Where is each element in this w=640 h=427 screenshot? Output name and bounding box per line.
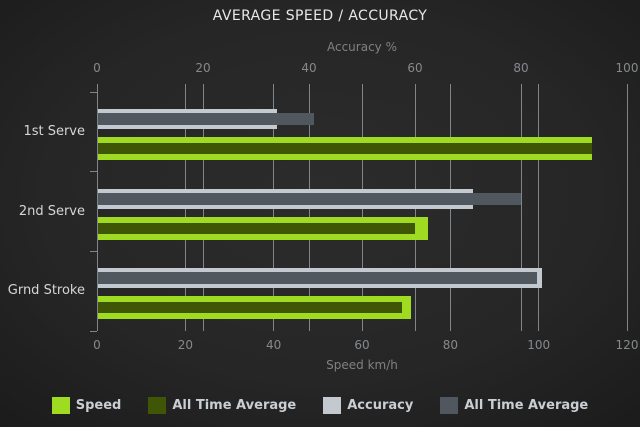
tick-speed-100: [538, 84, 540, 92]
category-label-1st-serve: 1st Serve: [23, 123, 85, 139]
legend-swatch-all-time-average-1: [148, 397, 167, 414]
y-axis-tick: [90, 250, 97, 252]
legend-item-all-time-average-1[interactable]: All Time Average: [148, 397, 296, 414]
top-tick-label-0: 0: [93, 61, 101, 75]
tick-accuracy-20: [202, 84, 204, 92]
legend-label-accuracy-2: Accuracy: [347, 398, 414, 413]
y-axis-tick: [90, 171, 97, 173]
y-axis-tick: [90, 91, 97, 93]
tick-speed-0: [96, 84, 98, 92]
tick-accuracy-60: [414, 84, 416, 92]
bottom-tick-label-40: 40: [266, 338, 282, 352]
category-label-grnd-stroke: Grnd Stroke: [7, 283, 85, 299]
bottom-tick-label-60: 60: [354, 338, 370, 352]
legend-item-all-time-average-3[interactable]: All Time Average: [440, 397, 588, 414]
gridline-accuracy-40: [308, 92, 310, 331]
legend-swatch-speed-0: [51, 397, 70, 414]
gridline-accuracy-80: [520, 92, 522, 331]
bottom-tick-label-100: 100: [527, 338, 551, 352]
gridline-accuracy-60: [414, 92, 416, 331]
top-tick-label-80: 80: [513, 61, 529, 75]
top-tick-label-60: 60: [407, 61, 423, 75]
bar-speed-alltime-1st-serve[interactable]: [98, 143, 592, 154]
legend-item-speed-0[interactable]: Speed: [51, 397, 122, 414]
gridline-speed-120: [626, 92, 628, 331]
legend: Speed All Time Average Accuracy All Time Av…: [0, 397, 640, 414]
bar-accuracy-alltime-grnd-stroke[interactable]: [98, 272, 537, 285]
gridline-speed-40: [273, 92, 275, 331]
legend-label-all-time-average-3: All Time Average: [464, 398, 589, 413]
bottom-tick-label-0: 0: [93, 338, 101, 352]
legend-label-all-time-average-1: All Time Average: [172, 398, 297, 413]
tick-speed-120: [626, 84, 628, 92]
legend-item-accuracy-2[interactable]: Accuracy: [323, 397, 413, 414]
bar-accuracy-alltime-1st-serve[interactable]: [98, 113, 315, 125]
legend-swatch-accuracy-2: [323, 397, 342, 414]
top-tick-label-20: 20: [195, 61, 211, 75]
bottom-tick-label-80: 80: [442, 338, 458, 352]
category-label-2nd-serve: 2nd Serve: [18, 203, 85, 219]
legend-label-speed-0: Speed: [75, 398, 122, 413]
legend-swatch-all-time-average-3: [440, 397, 459, 414]
top-axis-title: Accuracy %: [326, 40, 397, 54]
gridline-speed-60: [361, 92, 363, 331]
tick-speed-80: [449, 84, 451, 92]
y-axis-line: [96, 92, 98, 331]
tick-accuracy-40: [308, 84, 310, 92]
tick-speed-40: [273, 84, 275, 92]
gridline-speed-100: [538, 92, 540, 331]
gridline-accuracy-20: [202, 92, 204, 331]
bar-accuracy-alltime-2nd-serve[interactable]: [98, 192, 521, 205]
top-tick-label-40: 40: [301, 61, 317, 75]
gridline-speed-80: [449, 92, 451, 331]
bottom-tick-label-20: 20: [177, 338, 193, 352]
tick-speed-20: [184, 84, 186, 92]
tick-accuracy-80: [520, 84, 522, 92]
bottom-axis-title: Speed km/h: [326, 358, 398, 372]
bottom-tick-label-120: 120: [615, 338, 639, 352]
y-axis-tick: [90, 330, 97, 332]
bar-speed-alltime-grnd-stroke[interactable]: [98, 302, 402, 314]
top-tick-label-100: 100: [615, 61, 639, 75]
bar-speed-alltime-2nd-serve[interactable]: [98, 222, 415, 234]
tick-speed-60: [361, 84, 363, 92]
gridline-speed-20: [184, 92, 186, 331]
chart-title: AVERAGE SPEED / ACCURACY: [212, 8, 428, 24]
